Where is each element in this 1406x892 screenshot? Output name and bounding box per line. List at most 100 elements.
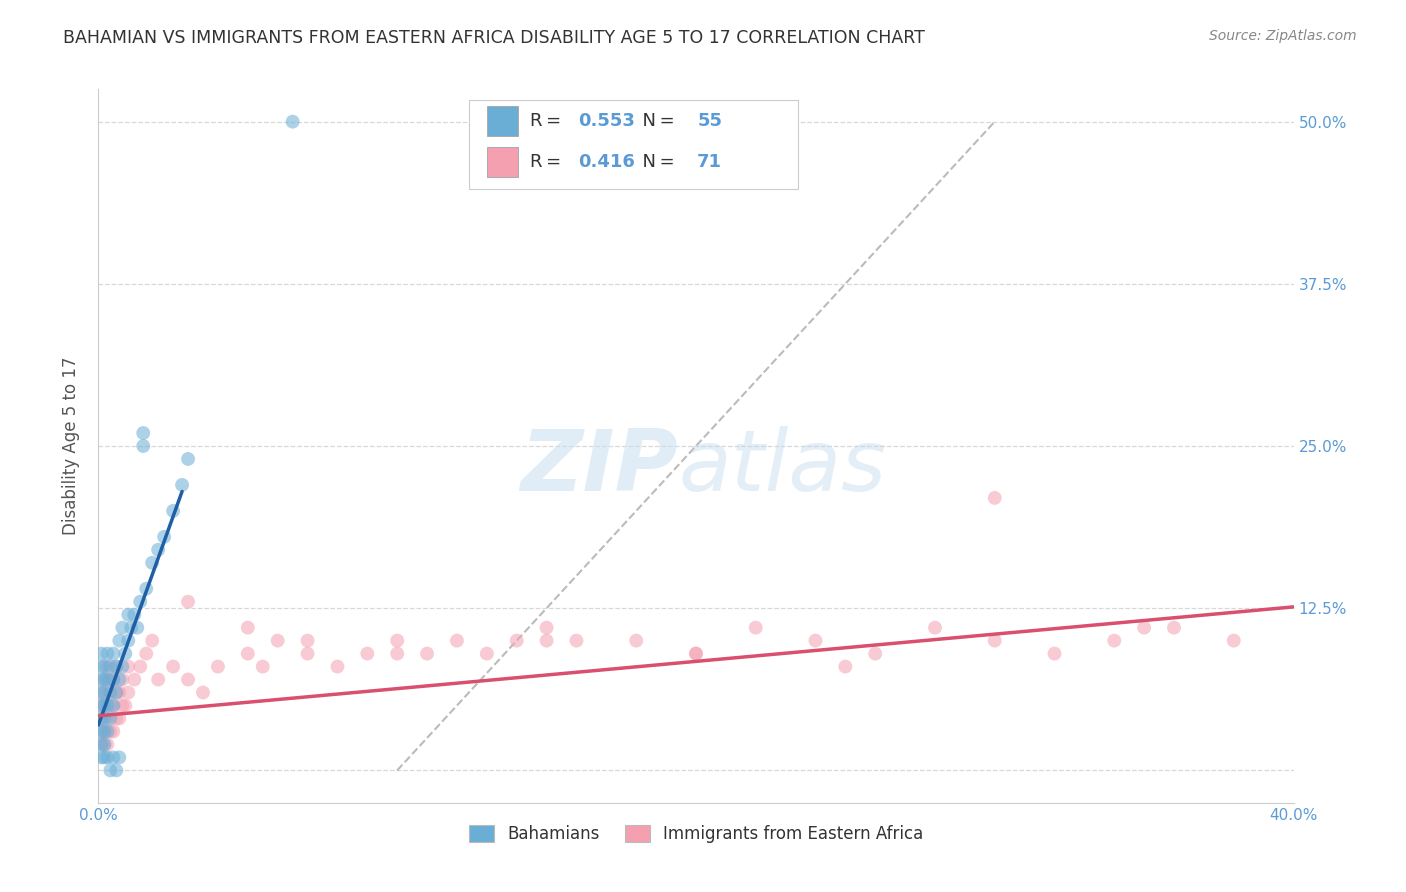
Point <box>475 647 498 661</box>
Point <box>356 647 378 661</box>
Point <box>98 698 122 713</box>
Point <box>536 621 558 635</box>
Point <box>93 724 115 739</box>
Point <box>90 724 112 739</box>
Text: N =: N = <box>631 112 679 130</box>
Text: atlas: atlas <box>678 425 886 509</box>
Point <box>93 659 115 673</box>
Point <box>90 711 112 725</box>
Point <box>297 633 319 648</box>
Point <box>1104 633 1126 648</box>
Point <box>96 647 118 661</box>
Point <box>745 621 768 635</box>
Point <box>117 607 139 622</box>
Point <box>98 659 122 673</box>
Point <box>103 698 125 713</box>
Point <box>90 750 112 764</box>
Text: N =: N = <box>631 153 679 171</box>
Point <box>96 685 118 699</box>
Point <box>105 659 128 673</box>
Text: 71: 71 <box>697 153 723 171</box>
Point <box>117 659 139 673</box>
Point <box>103 673 125 687</box>
Point <box>93 685 115 699</box>
Point <box>536 633 558 648</box>
Point <box>132 439 155 453</box>
Point <box>385 633 409 648</box>
Point <box>124 673 146 687</box>
Point <box>236 621 259 635</box>
Point <box>103 673 125 687</box>
Point <box>98 673 122 687</box>
Point <box>108 673 131 687</box>
Point <box>96 698 118 713</box>
Point <box>685 647 707 661</box>
Point <box>96 750 118 764</box>
Point <box>162 504 184 518</box>
Point <box>103 647 125 661</box>
Point <box>834 659 856 673</box>
Point <box>105 685 128 699</box>
Point <box>90 673 112 687</box>
FancyBboxPatch shape <box>470 100 797 189</box>
Point <box>162 659 184 673</box>
Point <box>111 673 134 687</box>
Point <box>90 685 112 699</box>
Point <box>1043 647 1066 661</box>
Point <box>93 750 115 764</box>
Point <box>804 633 827 648</box>
Point <box>685 647 707 661</box>
Text: 55: 55 <box>697 112 723 130</box>
Point <box>626 633 648 648</box>
Point <box>565 633 588 648</box>
Point <box>924 621 946 635</box>
Point <box>207 659 229 673</box>
Point <box>865 647 887 661</box>
Point <box>108 750 131 764</box>
Point <box>191 685 214 699</box>
Text: 0.553: 0.553 <box>578 112 634 130</box>
Point <box>385 647 409 661</box>
Point <box>141 556 163 570</box>
FancyBboxPatch shape <box>486 147 517 178</box>
Point <box>98 685 122 699</box>
Point <box>96 711 118 725</box>
Text: R =: R = <box>530 153 565 171</box>
Point <box>90 711 112 725</box>
Point <box>172 478 194 492</box>
Point <box>90 659 112 673</box>
Y-axis label: Disability Age 5 to 17: Disability Age 5 to 17 <box>62 357 80 535</box>
Point <box>93 724 115 739</box>
Point <box>117 633 139 648</box>
Point <box>252 659 274 673</box>
Point <box>111 698 134 713</box>
Point <box>281 114 304 128</box>
Point <box>127 621 149 635</box>
Point <box>1133 621 1156 635</box>
Point <box>90 685 112 699</box>
Point <box>416 647 439 661</box>
Point <box>1223 633 1246 648</box>
Point <box>90 738 112 752</box>
Point <box>236 647 259 661</box>
Point <box>177 673 200 687</box>
FancyBboxPatch shape <box>486 106 517 136</box>
Point <box>96 724 118 739</box>
Point <box>96 659 118 673</box>
Point <box>297 647 319 661</box>
Point <box>129 595 152 609</box>
Point <box>90 738 112 752</box>
Point <box>96 738 118 752</box>
Text: 0.416: 0.416 <box>578 153 634 171</box>
Point <box>103 698 125 713</box>
Point <box>120 621 142 635</box>
Point <box>117 685 139 699</box>
Point <box>506 633 529 648</box>
Point <box>93 698 115 713</box>
Point <box>114 647 136 661</box>
Point <box>103 750 125 764</box>
Legend: Bahamians, Immigrants from Eastern Africa: Bahamians, Immigrants from Eastern Afric… <box>463 819 929 850</box>
Point <box>96 673 118 687</box>
Point <box>267 633 290 648</box>
Point <box>90 647 112 661</box>
